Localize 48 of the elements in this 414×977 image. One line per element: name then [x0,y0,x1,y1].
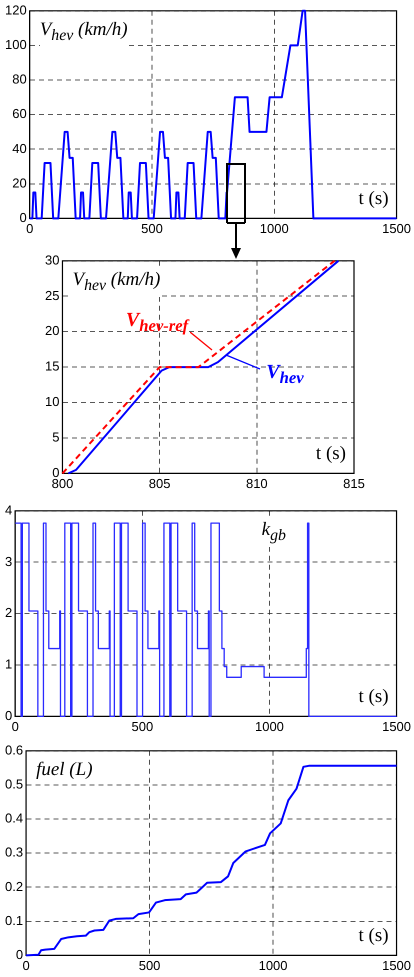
x-tick-label: 1500 [382,718,411,734]
x-tick-label: 810 [246,476,268,491]
y-tick-label: 80 [12,72,27,87]
y-tick-label: 2 [4,605,12,620]
legend-label: V$_{hev}$ [266,361,304,388]
y-axis-title: V$_{hev}$ (km/h) [40,18,128,47]
y-tick-label: 0.6 [4,742,24,758]
y-tick-label: 40 [12,140,27,156]
y-tick-label: 0 [16,946,24,962]
y-tick-label: 15 [44,358,60,374]
y-tick-label: 20 [44,323,60,338]
y-tick-label: 0.4 [4,810,24,826]
y-tick-label: 0.3 [4,844,24,860]
x-tick-label: 1500 [382,220,411,236]
y-tick-label: 5 [52,430,60,445]
y-tick-label: 100 [4,36,27,52]
series-label: V$_{hev-ref}$ [126,308,188,336]
y-tick-label: 0.1 [4,912,24,928]
x-axis-title: t (s) [316,443,346,466]
y-tick-label: 4 [4,502,12,518]
y-tick-label: 0 [19,210,27,225]
x-tick-label: 500 [131,718,154,734]
y-tick-label: 120 [4,2,27,18]
y-tick-label: 30 [44,252,60,268]
y-tick-label: 1 [4,656,12,672]
y-tick-label: 10 [44,394,60,410]
x-axis-title: t (s) [358,925,389,948]
x-axis-title: t (s) [358,188,389,210]
x-tick-label: 500 [138,958,160,973]
y-axis-title: k$_{gb}$ [262,518,286,547]
x-axis-title: t (s) [358,686,389,708]
x-tick-label: 500 [141,220,163,236]
x-tick-label: 815 [343,476,365,491]
y-tick-label: 0 [52,464,60,480]
x-tick-label: 1000 [254,718,284,734]
y-axis-title: fuel (L) [36,758,93,781]
y-tick-label: 3 [4,554,12,569]
x-tick-label: 1000 [258,958,288,973]
y-tick-label: 20 [12,175,27,190]
y-tick-label: 60 [12,106,27,122]
y-tick-label: 25 [44,288,60,303]
x-tick-label: 1000 [260,220,289,236]
x-tick-label: 805 [148,476,170,491]
y-axis-title: V$_{hev}$ (km/h) [72,268,160,297]
y-tick-label: 0.2 [4,878,24,894]
y-tick-label: 0.5 [4,776,24,792]
y-tick-label: 0 [4,708,12,723]
x-tick-label: 1500 [382,958,411,973]
